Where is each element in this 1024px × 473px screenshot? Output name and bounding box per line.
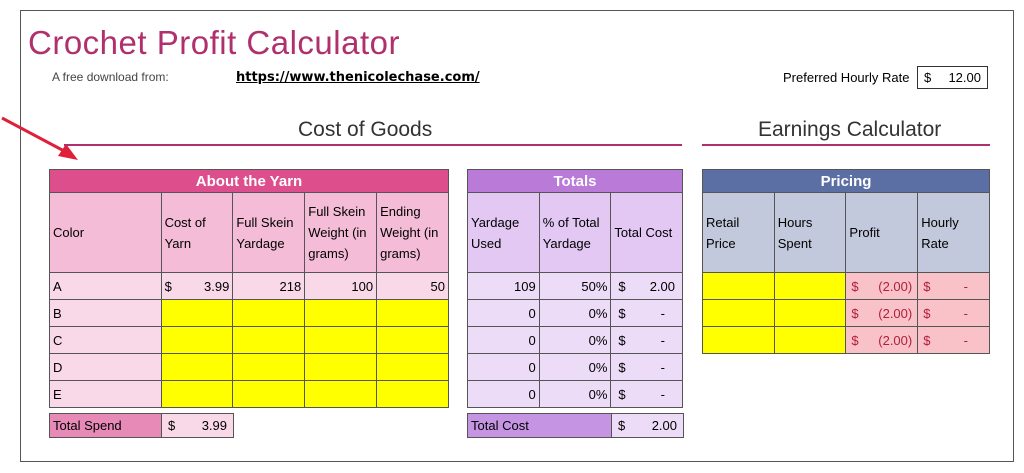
- col-cost: Cost of Yarn: [160, 192, 234, 273]
- hourly-rate-cell: $ -: [917, 272, 990, 300]
- retail-price-input[interactable]: [702, 299, 775, 327]
- cost-of-goods-heading: Cost of Goods: [298, 118, 433, 141]
- color-cell: C: [49, 326, 162, 354]
- ending-cell[interactable]: [376, 380, 449, 408]
- pricing-band: Pricing: [702, 169, 990, 193]
- cost-cell[interactable]: $3.99: [160, 272, 234, 300]
- yardage-used-cell: 0: [467, 326, 540, 354]
- color-cell: B: [49, 299, 162, 327]
- yarn-band: About the Yarn: [49, 169, 449, 193]
- weight-cell[interactable]: [304, 299, 378, 327]
- yardage-used-cell: 0: [467, 380, 540, 408]
- ending-cell[interactable]: 50: [376, 272, 449, 300]
- earnings-rule: [702, 144, 990, 146]
- page-title: Crochet Profit Calculator: [28, 24, 400, 61]
- yardage-cell[interactable]: [232, 353, 306, 381]
- color-cell: E: [49, 380, 162, 408]
- total-cost-row: Total Cost $2.00: [467, 413, 684, 438]
- website-link[interactable]: https://www.thenicolechase.com/: [236, 70, 480, 85]
- ending-cell[interactable]: [376, 299, 449, 327]
- retail-price-input[interactable]: [702, 272, 775, 300]
- spreadsheet-frame: [20, 10, 1014, 462]
- col-profit: Profit: [845, 192, 919, 273]
- total-cost-cell: $ -: [610, 299, 683, 327]
- cost-of-goods-rule: [64, 144, 682, 146]
- profit-cell: $ (2.00): [845, 272, 919, 300]
- subtitle: A free download from:: [52, 70, 169, 84]
- hours-spent-input[interactable]: [773, 299, 847, 327]
- totals-table: Totals Yardage Used % of Total Yardage T…: [467, 169, 683, 408]
- yardage-cell[interactable]: [232, 299, 306, 327]
- pct-cell: 0%: [538, 299, 612, 327]
- col-yardage-used: Yardage Used: [467, 192, 540, 273]
- totals-band: Totals: [467, 169, 683, 193]
- hourly-rate-label: Preferred Hourly Rate: [783, 70, 910, 85]
- pct-cell: 0%: [538, 380, 612, 408]
- color-cell: D: [49, 353, 162, 381]
- earnings-heading: Earnings Calculator: [758, 118, 942, 141]
- weight-cell[interactable]: [304, 380, 378, 408]
- color-cell: A: [49, 272, 162, 300]
- retail-price-input[interactable]: [702, 326, 775, 354]
- total-cost-cell: $ -: [610, 326, 683, 354]
- hourly-rate-input[interactable]: $ 12.00: [917, 66, 988, 89]
- total-spend-row: Total Spend $3.99: [49, 413, 234, 438]
- cost-cell[interactable]: [160, 299, 234, 327]
- currency-symbol: $: [924, 70, 932, 85]
- col-hourly-rate: Hourly Rate: [917, 192, 990, 273]
- pricing-table: Pricing Retail Price Hours Spent Profit …: [702, 169, 990, 354]
- cost-cell[interactable]: [160, 353, 234, 381]
- red-arrow-icon: [1, 116, 78, 160]
- cost-cell[interactable]: [160, 380, 234, 408]
- yardage-cell[interactable]: 218: [232, 272, 306, 300]
- yardage-used-cell: 0: [467, 353, 540, 381]
- hours-spent-input[interactable]: [773, 326, 847, 354]
- yardage-cell[interactable]: [232, 380, 306, 408]
- total-spend-value: $3.99: [161, 413, 234, 438]
- col-total-cost: Total Cost: [610, 192, 683, 273]
- col-weight: Full Skein Weight (in grams): [304, 192, 378, 273]
- total-cost-label: Total Cost: [467, 413, 612, 438]
- hourly-rate-cell: $ -: [917, 299, 990, 327]
- col-pct-yardage: % of Total Yardage: [538, 192, 612, 273]
- col-ending: Ending Weight (in grams): [376, 192, 449, 273]
- total-spend-label: Total Spend: [49, 413, 162, 438]
- total-cost-value: $2.00: [611, 413, 684, 438]
- col-hours-spent: Hours Spent: [773, 192, 847, 273]
- col-retail-price: Retail Price: [702, 192, 775, 273]
- pct-cell: 50%: [538, 272, 612, 300]
- weight-cell[interactable]: [304, 353, 378, 381]
- weight-cell[interactable]: 100: [304, 272, 378, 300]
- pct-cell: 0%: [538, 326, 612, 354]
- yardage-cell[interactable]: [232, 326, 306, 354]
- ending-cell[interactable]: [376, 353, 449, 381]
- total-cost-cell: $ -: [610, 353, 683, 381]
- hours-spent-input[interactable]: [773, 272, 847, 300]
- cost-cell[interactable]: [160, 326, 234, 354]
- yardage-used-cell: 109: [467, 272, 540, 300]
- col-color: Color: [49, 192, 162, 273]
- weight-cell[interactable]: [304, 326, 378, 354]
- hourly-rate-value: 12.00: [948, 70, 981, 85]
- pct-cell: 0%: [538, 353, 612, 381]
- col-yardage: Full Skein Yardage: [232, 192, 306, 273]
- total-cost-cell: $2.00: [610, 272, 683, 300]
- total-cost-cell: $ -: [610, 380, 683, 408]
- yardage-used-cell: 0: [467, 299, 540, 327]
- yarn-table: About the Yarn Color Cost of Yarn Full S…: [49, 169, 449, 408]
- ending-cell[interactable]: [376, 326, 449, 354]
- hourly-rate-cell: $ -: [917, 326, 990, 354]
- profit-cell: $ (2.00): [845, 299, 919, 327]
- profit-cell: $ (2.00): [845, 326, 919, 354]
